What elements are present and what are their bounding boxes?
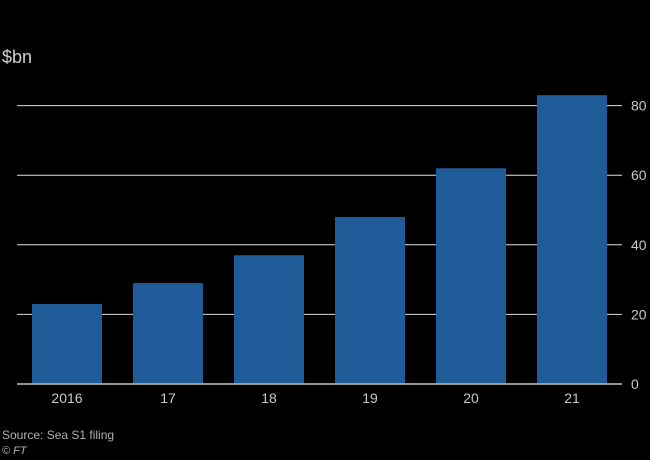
bars — [32, 95, 607, 384]
bar-18 — [234, 255, 304, 384]
axis-labels: 0 20 40 60 80 2016 17 18 19 20 21 — [17, 98, 647, 406]
ft-credit: © FT — [2, 445, 27, 457]
x-tick-label-21: 21 — [564, 390, 580, 406]
x-tick-label-17: 17 — [160, 390, 176, 406]
x-tick-label-20: 20 — [463, 390, 479, 406]
y-tick-label-0: 0 — [631, 376, 639, 392]
source-note: Source: Sea S1 filing — [2, 428, 115, 442]
x-tick-label-19: 19 — [362, 390, 378, 406]
bar-19 — [335, 216, 405, 384]
bar-21 — [537, 95, 607, 384]
gridlines — [17, 105, 622, 385]
y-tick-label-80: 80 — [631, 98, 647, 114]
unit-label: $bn — [2, 47, 32, 67]
bar-chart: $bn 0 20 40 60 80 2016 17 18 19 20 21 — [2, 47, 647, 406]
y-tick-label-20: 20 — [631, 306, 647, 322]
y-tick-label-60: 60 — [631, 167, 647, 183]
x-tick-label-2016: 2016 — [51, 390, 82, 406]
y-tick-label-40: 40 — [631, 237, 647, 253]
bar-17 — [133, 283, 203, 384]
bar-20 — [436, 168, 506, 384]
x-tick-label-18: 18 — [261, 390, 277, 406]
bar-2016 — [32, 303, 102, 384]
